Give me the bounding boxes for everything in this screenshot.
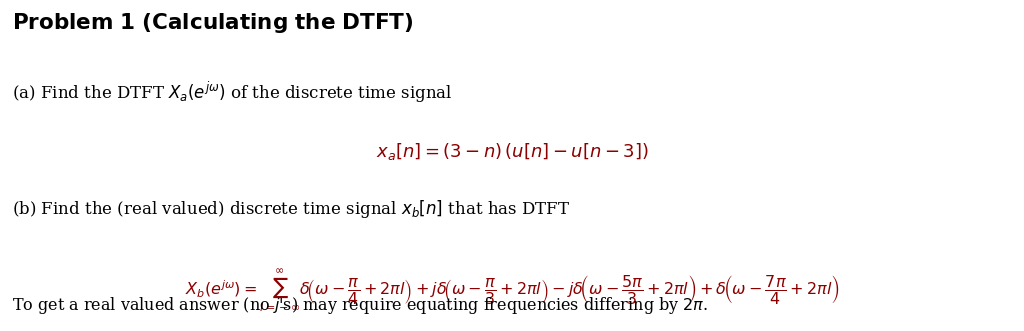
Text: $x_a[n] = (3 - n)\,(u[n] - u[n-3])$: $x_a[n] = (3 - n)\,(u[n] - u[n-3])$ [376,141,648,162]
Text: To get a real valued answer (no $j$'s) may require equating frequencies differin: To get a real valued answer (no $j$'s) m… [11,296,708,316]
Text: $\bf{Problem\ 1\ (Calculating\ the\ DTFT)}$: $\bf{Problem\ 1\ (Calculating\ the\ DTFT… [11,11,413,35]
Text: (b) Find the (real valued) discrete time signal $x_b[n]$ that has DTFT: (b) Find the (real valued) discrete time… [11,198,570,220]
Text: $X_b(e^{j\omega}) = \sum_{l=-\infty}^{\infty} \delta\!\left(\omega - \dfrac{\pi}: $X_b(e^{j\omega}) = \sum_{l=-\infty}^{\i… [184,267,840,313]
Text: (a) Find the DTFT $X_a(e^{j\omega})$ of the discrete time signal: (a) Find the DTFT $X_a(e^{j\omega})$ of … [11,80,452,105]
